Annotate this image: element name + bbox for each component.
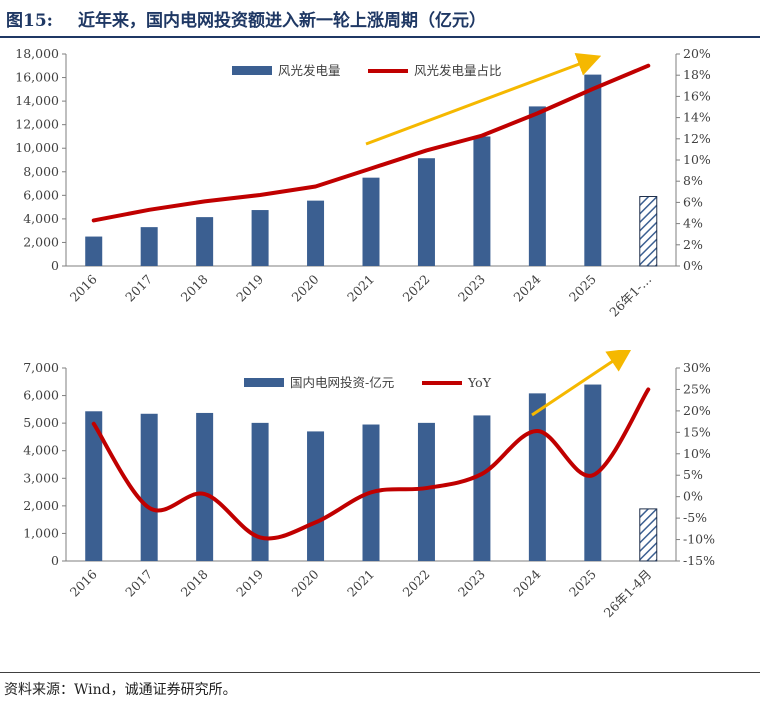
figure-number: 图15:	[6, 11, 53, 31]
y-left-tick-label: 4,000	[23, 443, 59, 458]
bar	[307, 200, 325, 266]
bar	[584, 74, 602, 266]
y-right-tick-label: 4%	[683, 216, 703, 231]
legend-bar-swatch	[244, 378, 284, 387]
trend-arrow	[365, 52, 602, 146]
y-right-tick-label: 15%	[683, 424, 711, 439]
y-right-tick-label: 2%	[683, 237, 703, 252]
x-tick-label: 2020	[289, 566, 322, 599]
y-right-tick-label: -15%	[683, 553, 715, 568]
bar	[473, 136, 491, 266]
y-left-tick-label: 3,000	[23, 470, 59, 485]
bar	[362, 177, 380, 266]
y-left-tick-label: 7,000	[23, 360, 59, 375]
y-right-tick-label: 18%	[683, 67, 711, 82]
x-tick-label: 2023	[455, 271, 488, 304]
x-tick-label: 2018	[178, 271, 211, 304]
y-left-tick-label: 2,000	[23, 234, 59, 249]
x-tick-label: 2022	[399, 272, 432, 305]
x-tick-label: 2020	[289, 271, 322, 304]
x-tick-label: 2022	[399, 567, 432, 600]
figure-header: 图15: 近年来，国内电网投资额进入新一轮上涨周期（亿元）	[0, 0, 760, 38]
x-tick-label: 2025	[566, 272, 599, 305]
footer-divider	[0, 672, 760, 673]
bar	[639, 508, 658, 562]
y-right-tick-label: 16%	[683, 88, 711, 103]
y-left-tick-label: 16,000	[15, 70, 59, 85]
y-right-tick-label: 14%	[683, 110, 711, 125]
bar	[140, 413, 158, 561]
y-left-tick-label: 1,000	[23, 525, 59, 540]
y-right-tick-label: 5%	[683, 467, 703, 482]
y-right-tick-label: 8%	[683, 173, 703, 188]
x-tick-label: 26年1-4月	[601, 567, 655, 621]
y-right-tick-label: 20%	[683, 403, 711, 418]
series-line	[91, 387, 651, 541]
bar	[140, 227, 158, 266]
y-left-tick-label: 6,000	[23, 187, 59, 202]
x-tick-label: 2021	[344, 567, 377, 600]
y-right-tick-label: 10%	[683, 446, 711, 461]
y-right-tick-label: 6%	[683, 194, 703, 209]
y-right-tick-label: 0%	[683, 258, 703, 273]
x-tick-label: 2019	[233, 271, 266, 304]
x-tick-label: 2017	[122, 271, 155, 304]
y-left-tick-label: 4,000	[23, 211, 59, 226]
y-left-tick-label: 12,000	[15, 117, 59, 132]
bar	[251, 210, 269, 266]
bar	[85, 411, 103, 561]
bar	[528, 106, 546, 267]
bar	[196, 412, 214, 561]
y-left-tick-label: 0	[51, 258, 59, 273]
bar	[307, 431, 325, 561]
x-tick-label: 2016	[67, 271, 100, 304]
bar	[251, 422, 269, 561]
legend-bar-label: 国内电网投资-亿元	[290, 375, 394, 390]
x-tick-label: 2024	[510, 271, 543, 304]
y-right-tick-label: 20%	[683, 46, 711, 61]
chart-wind-solar-generation: 0 2,000 4,000 6,000 8,000 10,000 12,000 14,000 1…	[15, 46, 711, 320]
legend-line-label: YoY	[467, 375, 492, 390]
bar	[639, 196, 658, 267]
y-right-tick-label: 10%	[683, 152, 711, 167]
bar	[417, 422, 435, 561]
y-left-tick-label: 14,000	[15, 93, 59, 108]
bar	[85, 236, 103, 266]
x-tick-label: 2016	[67, 566, 100, 599]
x-tick-label: 2023	[455, 566, 488, 599]
x-tick-label: 2024	[510, 566, 543, 599]
bar	[473, 415, 491, 561]
legend-bar-label: 风光发电量	[278, 63, 341, 78]
x-tick-label: 2018	[178, 566, 211, 599]
x-tick-label: 2017	[122, 566, 155, 599]
y-left-tick-label: 10,000	[15, 140, 59, 155]
y-left-tick-label: 0	[51, 553, 59, 568]
figure-title: 近年来，国内电网投资额进入新一轮上涨周期（亿元）	[78, 11, 486, 31]
x-tick-label: 2021	[344, 272, 377, 305]
bar	[528, 393, 546, 561]
legend-line-label: 风光发电量占比	[414, 63, 502, 78]
chart-grid-investment: 0 1,000 2,000 3,000 4,000 5,000 6,000 7,000 -15%…	[23, 350, 715, 621]
x-tick-label: 2019	[233, 566, 266, 599]
legend-bar-swatch	[232, 66, 272, 75]
y-right-tick-label: 25%	[683, 381, 711, 396]
bar	[584, 384, 602, 561]
series-line	[91, 63, 651, 223]
y-left-tick-label: 5,000	[23, 415, 59, 430]
x-tick-label: 2025	[566, 567, 599, 600]
y-left-tick-label: 18,000	[15, 46, 59, 61]
x-tick-label: 26年1-…	[606, 272, 654, 320]
bar	[417, 158, 435, 266]
y-right-tick-label: 12%	[683, 131, 711, 146]
y-right-tick-label: -10%	[683, 532, 715, 547]
y-left-tick-label: 2,000	[23, 498, 59, 513]
source-note: 资料来源：Wind，诚通证券研究所。	[4, 682, 237, 698]
trend-arrow	[531, 350, 632, 417]
y-right-tick-label: -5%	[683, 510, 707, 525]
y-left-tick-label: 6,000	[23, 388, 59, 403]
y-right-tick-label: 30%	[683, 360, 711, 375]
y-left-tick-label: 8,000	[23, 164, 59, 179]
bar	[196, 217, 214, 266]
y-right-tick-label: 0%	[683, 489, 703, 504]
